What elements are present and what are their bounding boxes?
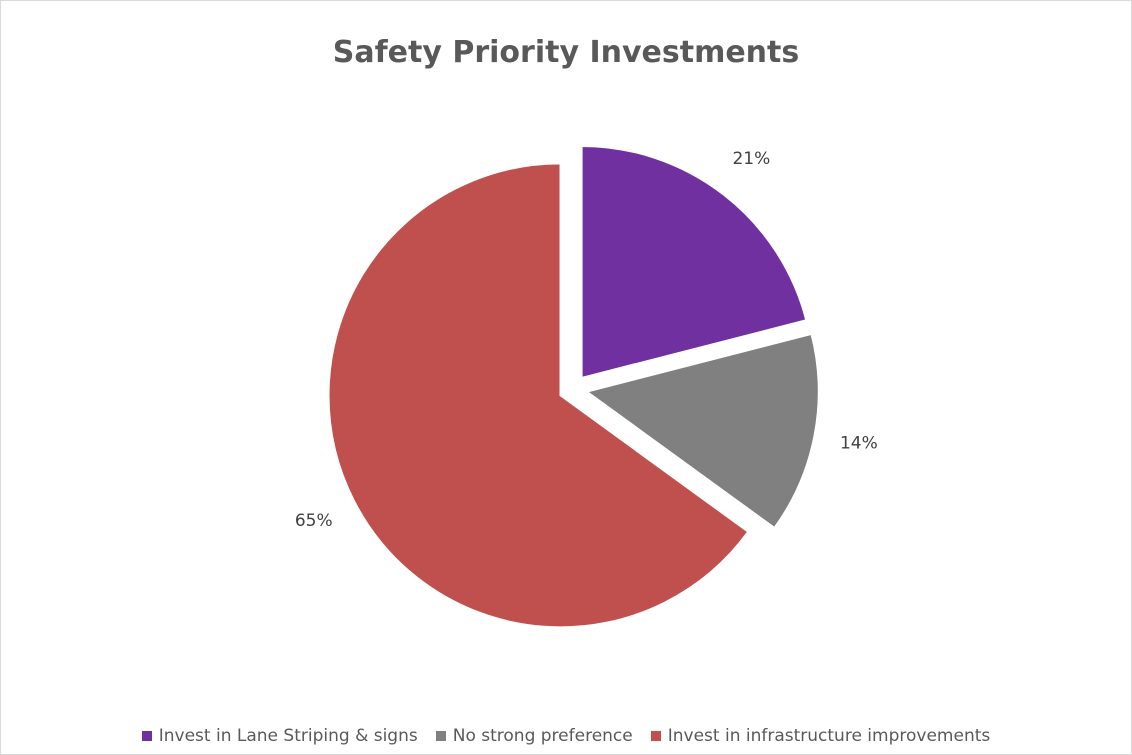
legend-swatch	[651, 731, 661, 741]
legend-item-invest-in-infrastructure-improvements: Invest in infrastructure improvements	[651, 726, 991, 746]
data-label-no-strong-preference: 14%	[840, 434, 878, 454]
legend-label: No strong preference	[453, 726, 633, 746]
legend-swatch	[142, 731, 152, 741]
legend-item-no-strong-preference: No strong preference	[436, 726, 633, 746]
data-label-invest-in-infrastructure-improvements: 65%	[295, 511, 333, 531]
legend-item-invest-in-lane-striping-signs: Invest in Lane Striping & signs	[142, 726, 418, 746]
legend-swatch	[436, 731, 446, 741]
data-label-invest-in-lane-striping-signs: 21%	[732, 149, 770, 169]
legend-label: Invest in Lane Striping & signs	[159, 726, 418, 746]
legend: Invest in Lane Striping & signs No strong…	[1, 726, 1131, 746]
legend-label: Invest in infrastructure improvements	[668, 726, 991, 746]
